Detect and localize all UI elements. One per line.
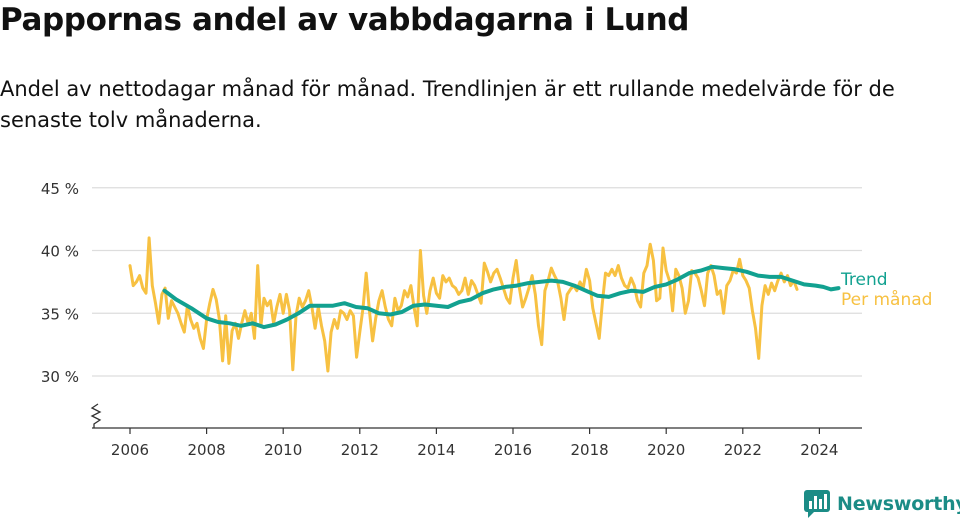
x-tick-label: 2016 — [494, 441, 532, 459]
brand-logo: Newsworthy — [804, 489, 960, 519]
x-tick-label: 2018 — [571, 441, 609, 459]
brand-name: Newsworthy — [837, 493, 960, 515]
y-tick-label: 30 % — [41, 368, 79, 386]
x-axis-ticks: 2006 2008 2010 2012 2014 2016 2018 2020 2022 2024 — [111, 428, 838, 459]
legend-label-trend: Trend — [840, 270, 888, 290]
chart-subtitle: Andel av nettodagar månad för månad. Tre… — [0, 77, 895, 132]
x-tick-label: 2020 — [647, 441, 685, 459]
x-tick-label: 2024 — [800, 441, 838, 459]
legend-label-per-manad: Per månad — [841, 289, 932, 310]
axis-break-icon — [90, 403, 102, 428]
gridlines — [92, 187, 862, 377]
series-line-trend — [162, 264, 841, 330]
series-line-per-manad — [128, 236, 799, 373]
x-axis — [90, 403, 862, 429]
x-tick-label: 2012 — [341, 441, 379, 459]
y-tick-label: 45 % — [41, 180, 79, 198]
x-tick-label: 2008 — [188, 441, 226, 459]
chart-title: Pappornas andel av vabbdagarna i Lund — [0, 2, 690, 38]
y-tick-label: 35 % — [41, 305, 79, 323]
x-tick-label: 2014 — [417, 441, 455, 459]
y-tick-label: 40 % — [41, 243, 79, 261]
x-tick-label: 2006 — [111, 441, 149, 459]
series — [128, 236, 841, 373]
x-tick-label: 2022 — [724, 441, 762, 459]
y-axis-tick-labels: 30 % 35 % 40 % 45 % — [41, 180, 79, 386]
newsworthy-logo-icon — [804, 490, 830, 518]
x-tick-label: 2010 — [264, 441, 302, 459]
